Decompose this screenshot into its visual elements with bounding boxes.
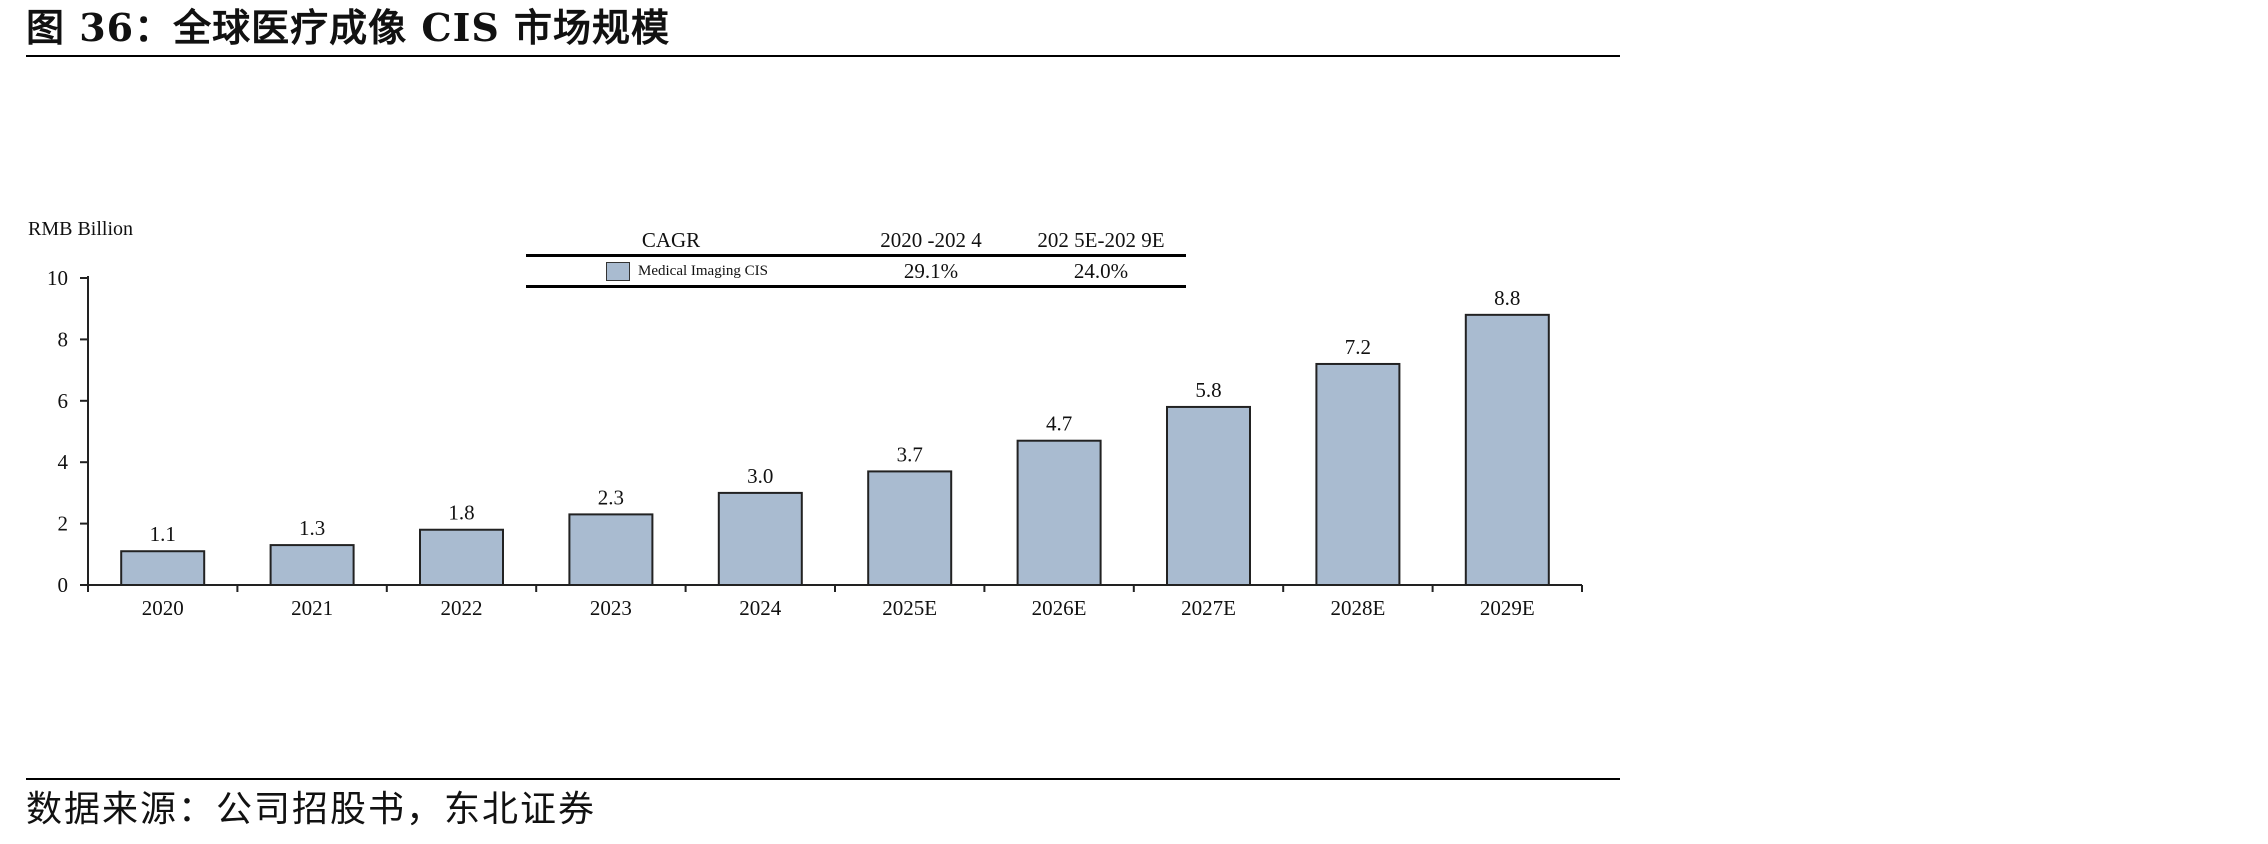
bar — [1166, 405, 1251, 586]
bar — [568, 513, 654, 587]
y-tick-label: 10 — [47, 266, 68, 290]
x-tick-label: 2029E — [1480, 596, 1535, 620]
cagr-value-1: 29.1% — [903, 259, 959, 283]
y-tick-label: 4 — [58, 450, 69, 474]
cagr-rule-top — [526, 254, 1186, 257]
x-tick-label: 2024 — [739, 596, 782, 620]
y-tick-label: 6 — [58, 389, 69, 413]
data-label: 3.0 — [747, 464, 773, 488]
x-tick-label: 2028E — [1330, 596, 1385, 620]
data-label: 5.8 — [1195, 378, 1221, 402]
data-label: 1.1 — [150, 522, 176, 546]
bar — [419, 528, 504, 586]
bar — [867, 470, 953, 586]
bar — [1315, 362, 1401, 586]
y-axis-label: RMB Billion — [28, 218, 134, 240]
data-label: 3.7 — [897, 442, 923, 466]
cagr-value-2: 24.0% — [1073, 259, 1129, 283]
cagr-rule-bottom — [526, 285, 1186, 288]
bar — [269, 544, 355, 587]
x-tick-label: 2027E — [1181, 596, 1236, 620]
bar — [1464, 313, 1550, 586]
cagr-header: CAGR — [641, 228, 701, 252]
bar — [120, 550, 206, 586]
x-tick-label: 2020 — [142, 596, 184, 620]
data-label: 7.2 — [1345, 335, 1371, 359]
data-label: 1.3 — [299, 516, 325, 540]
legend-swatch — [606, 262, 630, 281]
bar — [717, 491, 803, 586]
data-label: 8.8 — [1494, 286, 1520, 310]
y-tick-label: 2 — [58, 512, 69, 536]
data-label: 1.8 — [448, 501, 474, 525]
x-tick-label: 2025E — [882, 596, 937, 620]
source-rule — [26, 778, 1620, 780]
y-tick-label: 0 — [58, 573, 69, 597]
cagr-period-1: 2020 -202 4 — [880, 228, 982, 252]
x-tick-label: 2023 — [590, 596, 632, 620]
cagr-period-2: 202 5E-202 9E — [1037, 228, 1165, 252]
legend-series-name: Medical Imaging CIS — [638, 263, 768, 279]
bar — [1016, 439, 1102, 586]
data-label: 4.7 — [1046, 412, 1072, 436]
y-tick-label: 8 — [58, 327, 69, 351]
x-tick-label: 2026E — [1032, 596, 1087, 620]
title-rule — [26, 55, 1620, 57]
data-label: 2.3 — [598, 485, 624, 509]
x-tick-label: 2022 — [441, 596, 483, 620]
figure-title: 图 36：全球医疗成像 CIS 市场规模 — [26, 5, 671, 50]
source-note: 数据来源：公司招股书，东北证券 — [26, 789, 597, 830]
x-tick-label: 2021 — [291, 596, 333, 620]
